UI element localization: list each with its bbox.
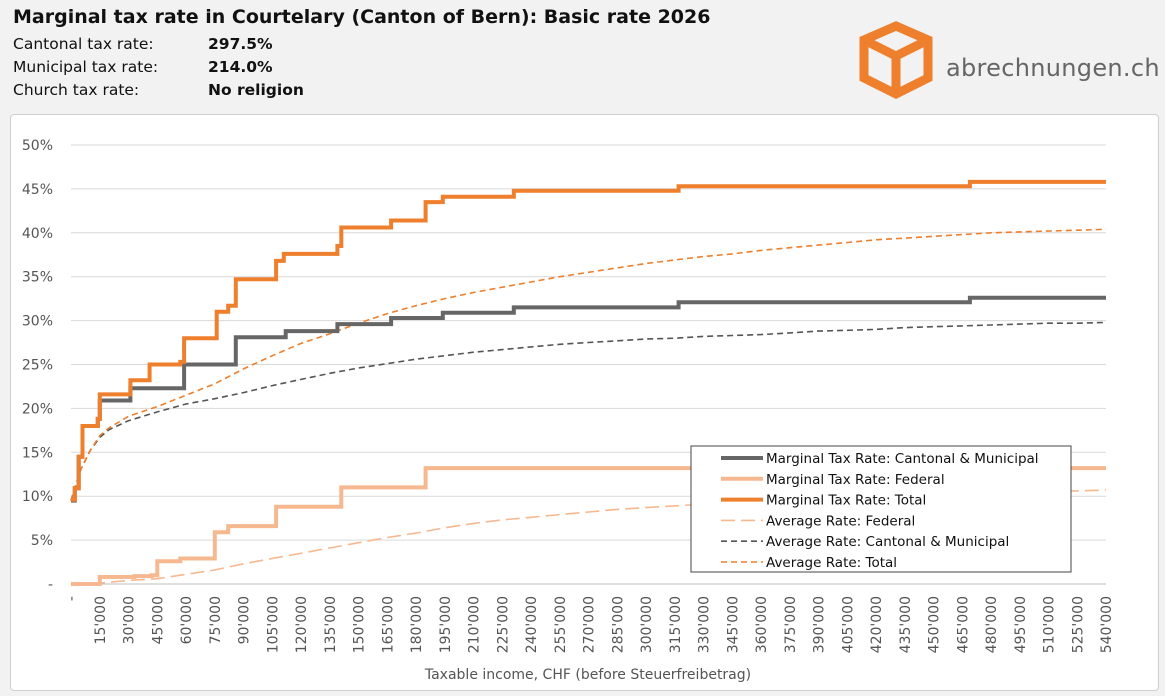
x-tick-label: 360'000 xyxy=(754,596,770,653)
y-tick-label: 35% xyxy=(22,270,53,286)
y-tick-label: - xyxy=(48,577,53,593)
x-tick-label: 15'000 xyxy=(93,596,109,644)
series-line-1 xyxy=(71,466,1106,586)
x-tick-label: 540'000 xyxy=(1099,596,1115,653)
x-tick-label: 495'000 xyxy=(1013,596,1029,653)
grid-lines xyxy=(71,144,1106,585)
x-tick-label: 525'000 xyxy=(1070,596,1086,653)
x-tick-label: 435'000 xyxy=(898,596,914,653)
series-line-2 xyxy=(71,179,1106,502)
x-tick-label: 225'000 xyxy=(495,596,511,653)
x-tick-label: 135'000 xyxy=(323,596,339,653)
y-tick-label: 25% xyxy=(22,358,53,374)
x-tick-label: 240'000 xyxy=(524,596,540,653)
x-axis-label: Taxable income, CHF (before Steuerfreibe… xyxy=(424,667,751,683)
municipal-rate-label: Municipal tax rate: xyxy=(13,58,159,76)
y-axis-ticks: - 5% 10% 15% 20% 25% 30% 35% 40% 45% 50% xyxy=(22,138,53,593)
x-tick-label: 30'000 xyxy=(122,596,138,644)
x-tick-label: 180'000 xyxy=(409,596,425,653)
logo-wordmark: abrechnungen.ch xyxy=(946,54,1160,82)
x-tick-label: 45'000 xyxy=(150,596,166,644)
x-tick-label: 165'000 xyxy=(380,596,396,653)
x-tick-label: 105'000 xyxy=(265,596,281,653)
y-tick-label: 40% xyxy=(22,226,53,242)
abrechnungen-logo[interactable]: abrechnungen.ch xyxy=(856,20,1160,100)
x-tick-label: 465'000 xyxy=(955,596,971,653)
x-axis-ticks: - 15'000 30'000 45'000 60'000 75'000 90'000 105… xyxy=(64,596,1115,653)
x-tick-label: 450'000 xyxy=(927,596,943,653)
x-tick-label: - xyxy=(64,596,80,601)
legend-entry: Marginal Tax Rate: Total xyxy=(766,493,926,509)
x-tick-label: 300'000 xyxy=(639,596,655,653)
y-tick-label: 45% xyxy=(22,182,53,198)
x-tick-label: 120'000 xyxy=(294,596,310,653)
x-tick-label: 150'000 xyxy=(352,596,368,653)
x-tick-label: 375'000 xyxy=(783,596,799,653)
series-line-4 xyxy=(70,321,1107,501)
x-tick-label: 405'000 xyxy=(840,596,856,653)
legend-entry: Average Rate: Total xyxy=(766,555,897,571)
y-tick-label: 50% xyxy=(22,138,53,154)
legend: Marginal Tax Rate: Cantonal & Municipal M… xyxy=(690,445,1072,573)
x-tick-label: 60'000 xyxy=(179,596,195,644)
x-tick-label: 285'000 xyxy=(610,596,626,653)
x-tick-label: 90'000 xyxy=(237,596,253,644)
church-rate-label: Church tax rate: xyxy=(13,81,140,99)
x-tick-label: 345'000 xyxy=(725,596,741,653)
x-tick-label: 270'000 xyxy=(582,596,598,653)
cantonal-rate-value: 297.5% xyxy=(208,35,273,53)
y-tick-label: 10% xyxy=(22,489,53,505)
x-tick-label: 75'000 xyxy=(208,596,224,644)
x-tick-label: 255'000 xyxy=(553,596,569,653)
legend-entry: Average Rate: Cantonal & Municipal xyxy=(766,534,1009,550)
x-tick-label: 480'000 xyxy=(984,596,1000,653)
x-tick-label: 210'000 xyxy=(467,596,483,653)
y-tick-label: 5% xyxy=(31,533,53,549)
church-rate-value: No religion xyxy=(208,81,304,99)
legend-entry: Average Rate: Federal xyxy=(766,513,915,529)
y-tick-label: 15% xyxy=(22,445,53,461)
x-tick-label: 420'000 xyxy=(869,596,885,653)
x-tick-label: 315'000 xyxy=(668,596,684,653)
page-title: Marginal tax rate in Courtelary (Canton … xyxy=(13,6,711,28)
box-icon xyxy=(859,21,933,100)
legend-entry: Marginal Tax Rate: Cantonal & Municipal xyxy=(766,451,1039,467)
cantonal-rate-label: Cantonal tax rate: xyxy=(13,35,154,53)
x-tick-label: 195'000 xyxy=(438,596,454,653)
series-line-5 xyxy=(70,228,1107,501)
legend-entry: Marginal Tax Rate: Federal xyxy=(766,472,945,488)
x-tick-label: 510'000 xyxy=(1042,596,1058,653)
x-tick-label: 330'000 xyxy=(697,596,713,653)
y-tick-label: 20% xyxy=(22,401,53,417)
x-tick-label: 390'000 xyxy=(812,596,828,653)
tax-rate-chart: - 5% 10% 15% 20% 25% 30% 35% 40% 45% 50% - 15'000 30… xyxy=(22,138,1115,683)
y-tick-label: 30% xyxy=(22,314,53,330)
chart-panel: - 5% 10% 15% 20% 25% 30% 35% 40% 45% 50% - 15'000 30… xyxy=(10,114,1159,691)
legend-box xyxy=(690,445,1072,573)
municipal-rate-value: 214.0% xyxy=(208,58,273,76)
report-header: Marginal tax rate in Courtelary (Canton … xyxy=(0,0,1165,110)
